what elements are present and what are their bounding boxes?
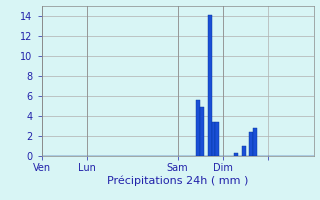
Bar	[200, 107, 204, 156]
Bar	[234, 153, 238, 156]
Bar	[196, 100, 200, 156]
X-axis label: Précipitations 24h ( mm ): Précipitations 24h ( mm )	[107, 176, 248, 186]
Bar	[212, 122, 215, 156]
Bar	[253, 128, 257, 156]
Bar	[249, 132, 253, 156]
Bar	[242, 146, 246, 156]
Bar	[215, 122, 219, 156]
Bar	[208, 15, 212, 156]
